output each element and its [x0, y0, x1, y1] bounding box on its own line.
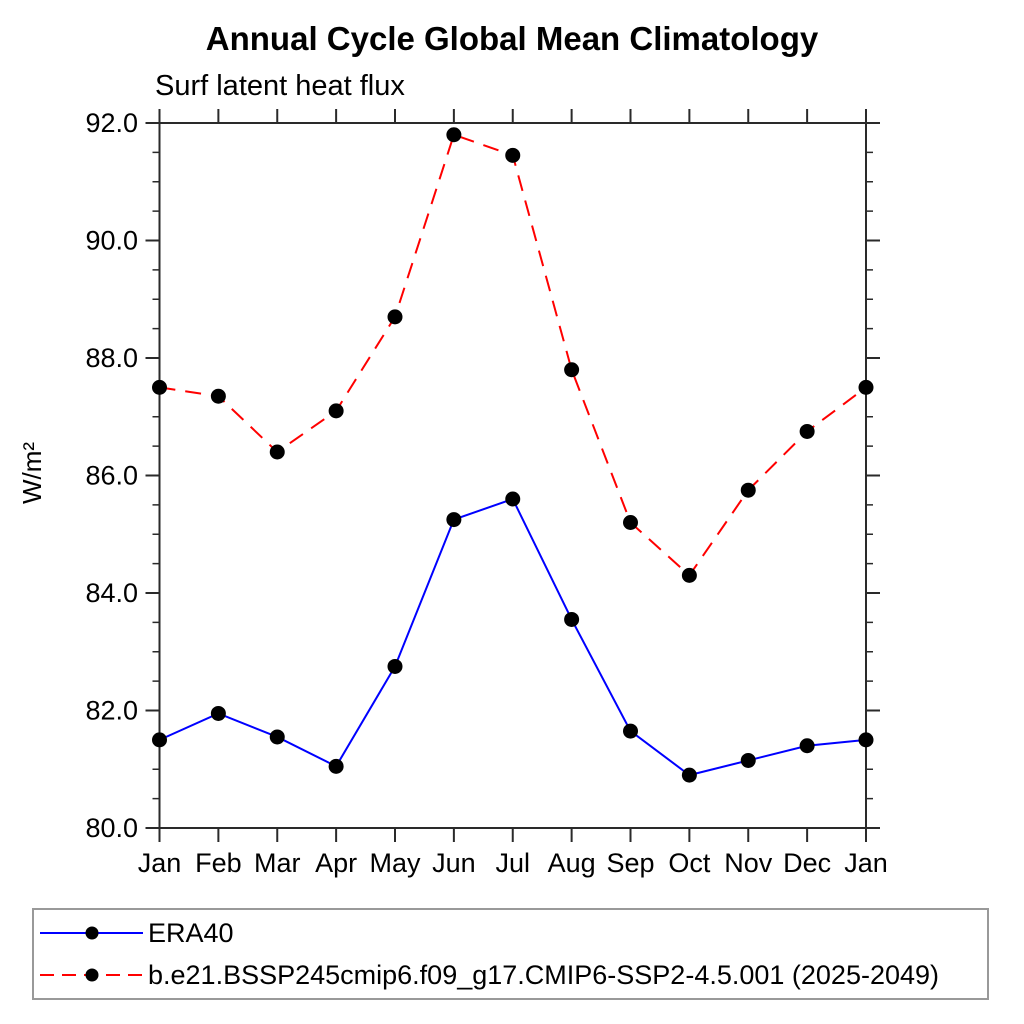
- svg-text:88.0: 88.0: [85, 343, 138, 373]
- svg-text:Apr: Apr: [315, 848, 357, 878]
- svg-text:Jun: Jun: [432, 848, 476, 878]
- svg-text:Aug: Aug: [548, 848, 596, 878]
- svg-text:90.0: 90.0: [85, 226, 138, 256]
- svg-text:84.0: 84.0: [85, 578, 138, 608]
- svg-text:82.0: 82.0: [85, 696, 138, 726]
- svg-text:Sep: Sep: [606, 848, 654, 878]
- svg-text:Nov: Nov: [724, 848, 773, 878]
- svg-text:Dec: Dec: [783, 848, 831, 878]
- svg-text:Jan: Jan: [138, 848, 182, 878]
- svg-text:May: May: [369, 848, 421, 878]
- svg-text:86.0: 86.0: [85, 461, 138, 491]
- svg-text:Oct: Oct: [668, 848, 711, 878]
- legend-item-model: b.e21.BSSP245cmip6.f09_g17.CMIP6-SSP2-4.…: [38, 956, 987, 994]
- legend-label-model: b.e21.BSSP245cmip6.f09_g17.CMIP6-SSP2-4.…: [148, 959, 940, 990]
- svg-text:92.0: 92.0: [85, 108, 138, 138]
- svg-text:Feb: Feb: [195, 848, 242, 878]
- svg-text:Jan: Jan: [844, 848, 888, 878]
- legend-item-era40: ERA40: [38, 914, 987, 952]
- svg-text:Jul: Jul: [495, 848, 530, 878]
- legend-label-era40: ERA40: [148, 917, 234, 948]
- legend: ERA40 b.e21.BSSP245cmip6.f09_g17.CMIP6-S…: [32, 908, 989, 1000]
- chart-subtitle: Surf latent heat flux: [155, 70, 405, 102]
- svg-text:80.0: 80.0: [85, 813, 138, 843]
- legend-line-sample-dashed: [40, 968, 143, 982]
- svg-text:Mar: Mar: [254, 848, 301, 878]
- legend-line-sample-solid: [40, 926, 143, 940]
- chart-title: Annual Cycle Global Mean Climatology: [205, 20, 819, 57]
